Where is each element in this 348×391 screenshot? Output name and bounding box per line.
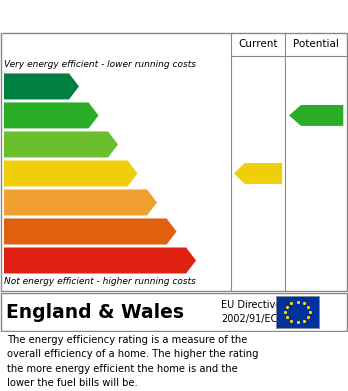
Text: (39-54): (39-54) bbox=[8, 198, 40, 207]
Text: D: D bbox=[126, 166, 139, 181]
Text: Not energy efficient - higher running costs: Not energy efficient - higher running co… bbox=[4, 278, 196, 287]
Text: (69-80): (69-80) bbox=[8, 140, 40, 149]
Text: Energy Efficiency Rating: Energy Efficiency Rating bbox=[10, 7, 239, 25]
Polygon shape bbox=[234, 163, 282, 184]
Text: Potential: Potential bbox=[293, 39, 339, 49]
Text: G: G bbox=[184, 253, 197, 268]
Text: (92-100): (92-100) bbox=[8, 82, 45, 91]
Polygon shape bbox=[4, 160, 137, 187]
Text: B: B bbox=[87, 108, 99, 123]
Text: EU Directive
2002/91/EC: EU Directive 2002/91/EC bbox=[221, 300, 281, 324]
Polygon shape bbox=[4, 190, 157, 215]
Text: England & Wales: England & Wales bbox=[6, 303, 184, 321]
Text: 67: 67 bbox=[252, 166, 274, 181]
Text: (81-91): (81-91) bbox=[8, 111, 40, 120]
Text: Very energy efficient - lower running costs: Very energy efficient - lower running co… bbox=[4, 61, 196, 70]
Text: E: E bbox=[147, 195, 157, 210]
Text: F: F bbox=[166, 224, 176, 239]
Text: The energy efficiency rating is a measure of the
overall efficiency of a home. T: The energy efficiency rating is a measur… bbox=[7, 335, 259, 388]
Polygon shape bbox=[289, 105, 343, 126]
Polygon shape bbox=[4, 131, 118, 158]
Text: A: A bbox=[68, 79, 79, 94]
Text: (55-68): (55-68) bbox=[8, 169, 40, 178]
Polygon shape bbox=[4, 102, 98, 128]
Bar bbox=[276, 296, 319, 328]
Text: 85: 85 bbox=[311, 108, 332, 123]
Text: C: C bbox=[107, 137, 118, 152]
Text: (21-38): (21-38) bbox=[8, 227, 40, 236]
Polygon shape bbox=[4, 248, 196, 273]
Polygon shape bbox=[4, 219, 176, 244]
Polygon shape bbox=[4, 74, 79, 99]
Text: (1-20): (1-20) bbox=[8, 256, 34, 265]
Text: Current: Current bbox=[238, 39, 278, 49]
